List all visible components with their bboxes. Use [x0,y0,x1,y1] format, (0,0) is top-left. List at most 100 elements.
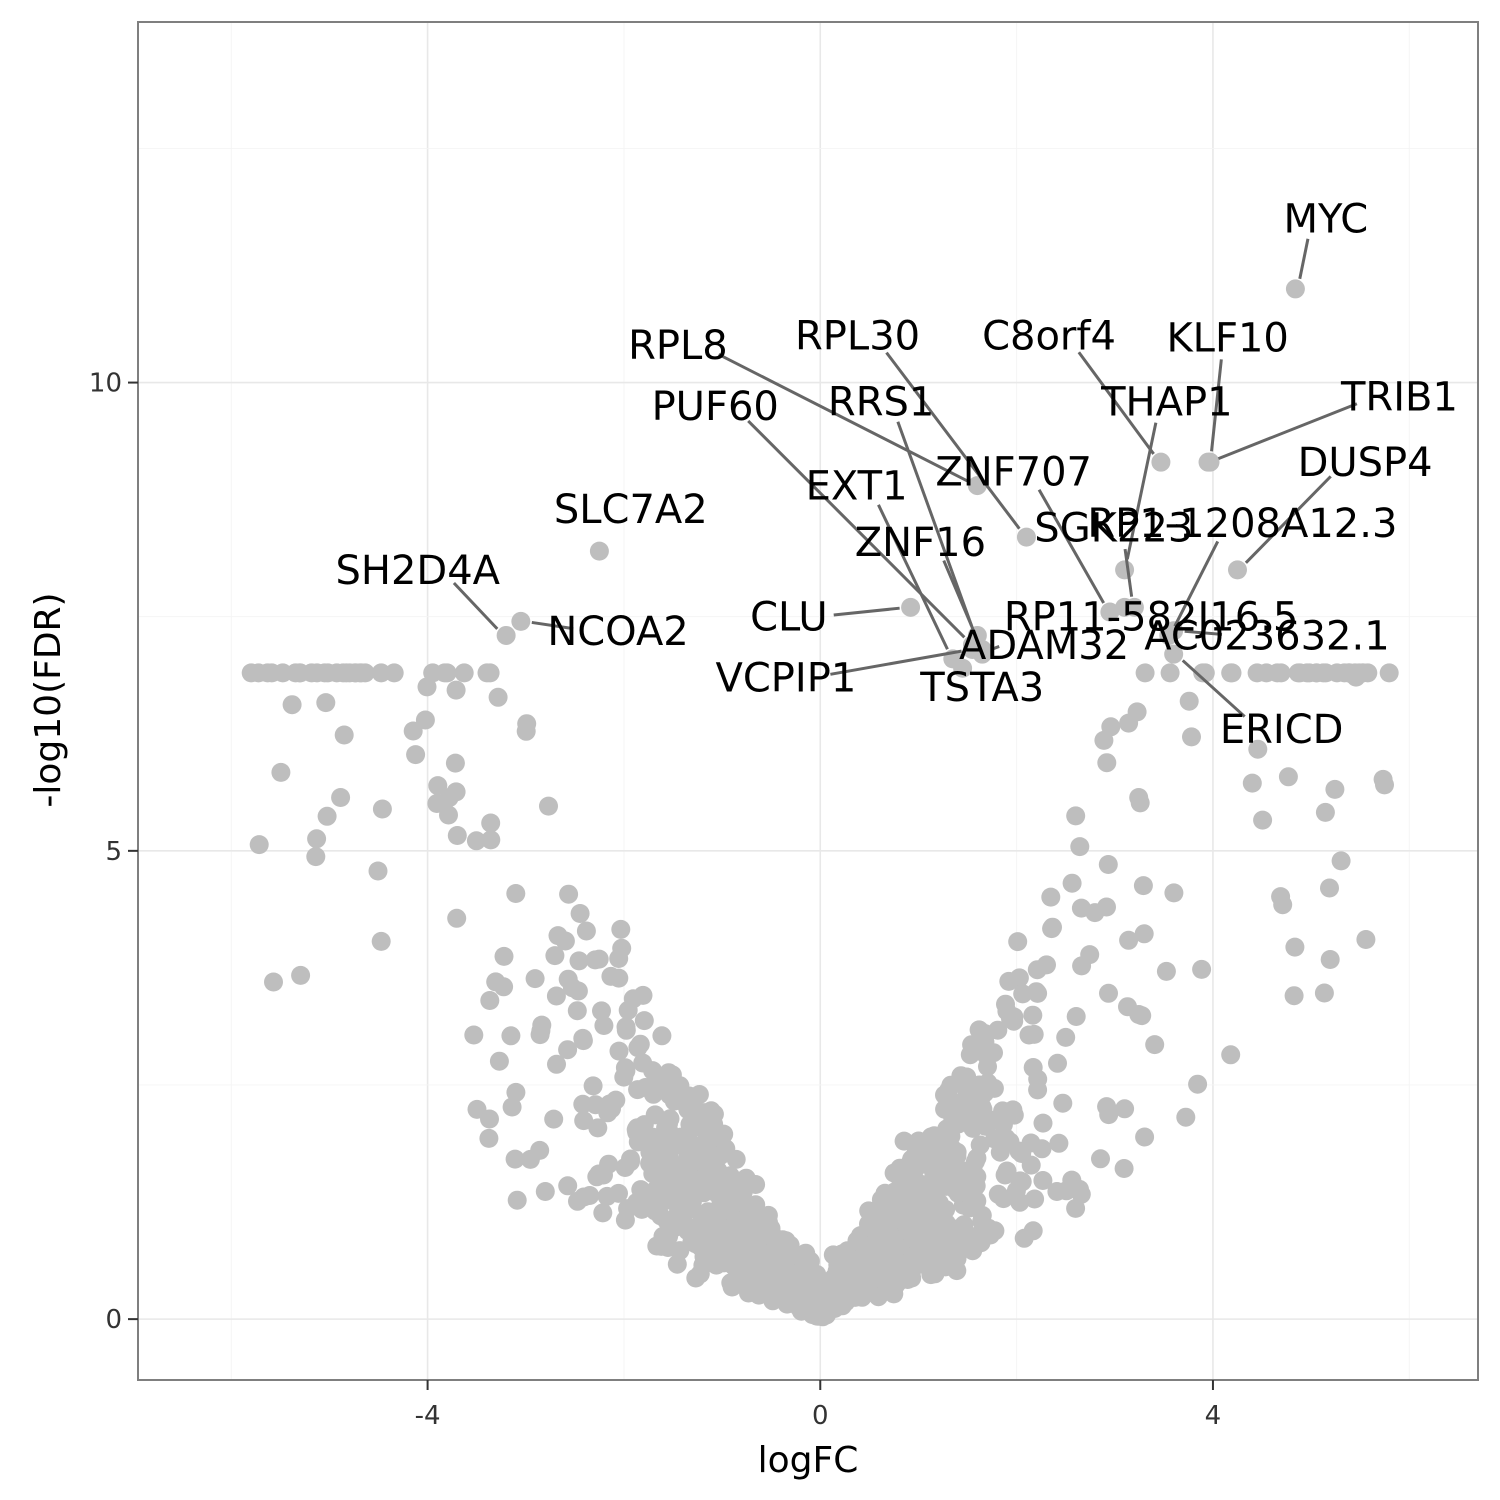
leader-line [1244,475,1332,564]
data-point [466,831,486,851]
data-point [711,1128,731,1148]
gene-label: ZNF707 [935,450,1092,496]
data-point [371,931,391,951]
data-point [960,1045,980,1065]
gene-label: RRS1 [828,379,934,425]
leader-line [1210,359,1223,452]
data-point [616,1061,636,1081]
gene-label: DUSP4 [1298,440,1433,486]
data-point [1320,878,1339,898]
data-point [477,663,497,683]
gene-label: VCPIP1 [716,656,857,702]
data-point [555,931,575,951]
data-point [662,1065,682,1085]
leader-line [830,649,962,676]
data-point [1156,961,1176,981]
leader-line [1173,540,1220,627]
data-point [804,1296,824,1316]
leader-line [942,559,974,627]
data-point [531,1021,551,1041]
data-point [877,1245,897,1265]
data-point [651,1206,671,1226]
data-point [996,994,1015,1014]
data-point [995,1165,1015,1185]
data-point [696,1133,716,1153]
data-point [1091,1149,1110,1169]
data-point [609,1041,629,1061]
data-point [559,884,579,904]
data-point [682,1232,702,1252]
data-point [1066,806,1086,826]
leader-line [717,353,969,483]
data-point [999,971,1019,991]
data-point [1010,1192,1030,1212]
data-point [306,847,326,867]
data-point [1325,779,1345,799]
data-point [447,826,467,845]
data-point [427,794,447,813]
data-point [850,1268,870,1288]
data-point [262,663,282,683]
y-tick-label: 0 [105,1305,122,1335]
data-point [1253,810,1273,830]
data-point [464,1025,484,1045]
data-point [1101,717,1121,737]
data-point [679,1086,699,1106]
data-point [643,1164,663,1184]
gene-label: TRIB1 [1340,375,1458,421]
data-point [1037,955,1056,975]
data-point [574,1111,594,1131]
data-point [1193,663,1213,683]
data-point [1267,663,1287,683]
gene-label: EXT1 [806,464,908,510]
gene-label: ZNF16 [855,520,986,566]
y-tick-label: 10 [89,369,122,399]
data-point [960,1198,980,1218]
data-point [480,991,500,1010]
data-point [1070,837,1090,857]
data-point [1176,1107,1196,1127]
data-point [597,1186,617,1206]
data-point [1242,773,1262,793]
labeled-point [962,639,982,659]
data-point [585,950,605,970]
data-point [415,710,435,730]
x-tick-label: -4 [415,1401,441,1431]
data-point [346,663,366,683]
x-axis-title: logFC [758,1440,859,1481]
leader-line [877,504,949,650]
leader-line [1125,422,1158,560]
gene-label: ADAM32 [959,623,1129,669]
data-point [1085,903,1105,923]
data-point [481,830,501,850]
labeled-point [1164,621,1184,641]
gene-label: SLC7A2 [554,487,708,533]
data-point [1315,802,1335,822]
data-point [334,725,354,745]
leader-line [747,419,966,639]
data-point [739,1205,759,1225]
data-point [633,1053,653,1073]
data-point [890,1256,910,1276]
data-point [1008,932,1028,952]
data-point [762,1266,781,1286]
data-point [1314,983,1334,1003]
data-point [1028,1069,1048,1089]
leader-line [452,581,499,630]
data-point [621,1152,640,1172]
data-point [1066,1198,1086,1218]
data-point [494,946,514,966]
leader-lines [452,238,1358,718]
data-point [929,1225,949,1245]
data-point [612,938,632,958]
data-point [632,1199,652,1219]
data-point [439,805,458,825]
gene-label: RP11-582J16.5 [1004,595,1298,641]
leader-line [992,645,1000,651]
leader-line [1217,402,1358,461]
labeled-point [901,597,921,617]
data-point [1049,1133,1069,1153]
data-point [249,663,268,683]
data-point [923,1161,943,1181]
data-point [530,1140,550,1160]
